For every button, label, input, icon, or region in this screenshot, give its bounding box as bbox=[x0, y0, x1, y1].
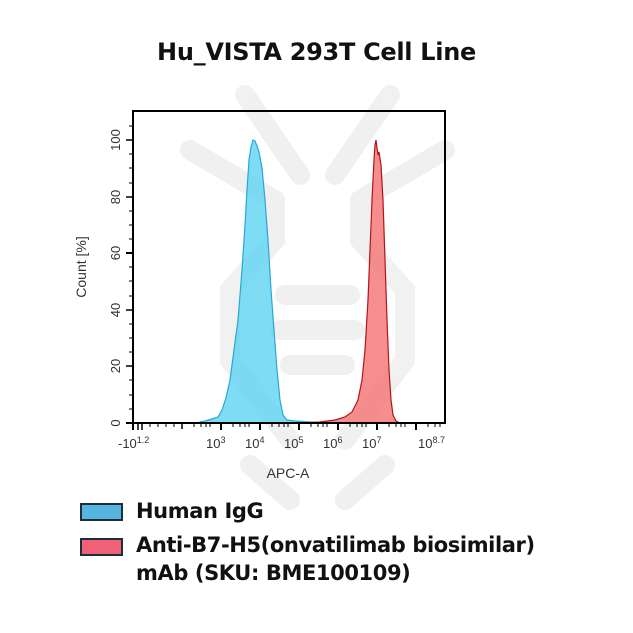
anti-b7h5-histogram bbox=[299, 139, 401, 424]
legend-label-human-igg: Human IgG bbox=[136, 499, 264, 523]
svg-text:107: 107 bbox=[362, 435, 381, 451]
svg-text:80: 80 bbox=[108, 190, 123, 204]
legend-label-anti-b7h5-line1: Anti-B7-H5(onvatilimab biosimilar) bbox=[136, 533, 535, 557]
svg-text:104: 104 bbox=[245, 435, 264, 451]
x-axis-label: APC-A bbox=[267, 465, 310, 481]
svg-text:103: 103 bbox=[206, 435, 225, 451]
y-axis-label: Count [%] bbox=[73, 236, 89, 297]
y-tick-labels: 0 20 40 60 80 100 bbox=[108, 129, 123, 426]
svg-text:60: 60 bbox=[108, 246, 123, 260]
legend-swatch-red bbox=[80, 538, 123, 556]
svg-text:100: 100 bbox=[108, 129, 123, 151]
y-axis bbox=[126, 125, 133, 424]
human-igg-histogram bbox=[195, 139, 326, 424]
svg-text:40: 40 bbox=[108, 303, 123, 317]
svg-text:20: 20 bbox=[108, 359, 123, 373]
svg-text:-101.2: -101.2 bbox=[118, 435, 149, 451]
legend-swatch-blue bbox=[80, 503, 123, 521]
watermark-logo-icon bbox=[180, 85, 455, 510]
svg-text:105: 105 bbox=[284, 435, 303, 451]
svg-text:106: 106 bbox=[323, 435, 342, 451]
legend-label-anti-b7h5-line2: mAb (SKU: BME100109) bbox=[136, 561, 411, 585]
svg-text:108.7: 108.7 bbox=[418, 435, 445, 451]
chart-title: Hu_VISTA 293T Cell Line bbox=[157, 38, 476, 66]
svg-text:0: 0 bbox=[108, 419, 123, 426]
x-axis bbox=[132, 423, 441, 430]
